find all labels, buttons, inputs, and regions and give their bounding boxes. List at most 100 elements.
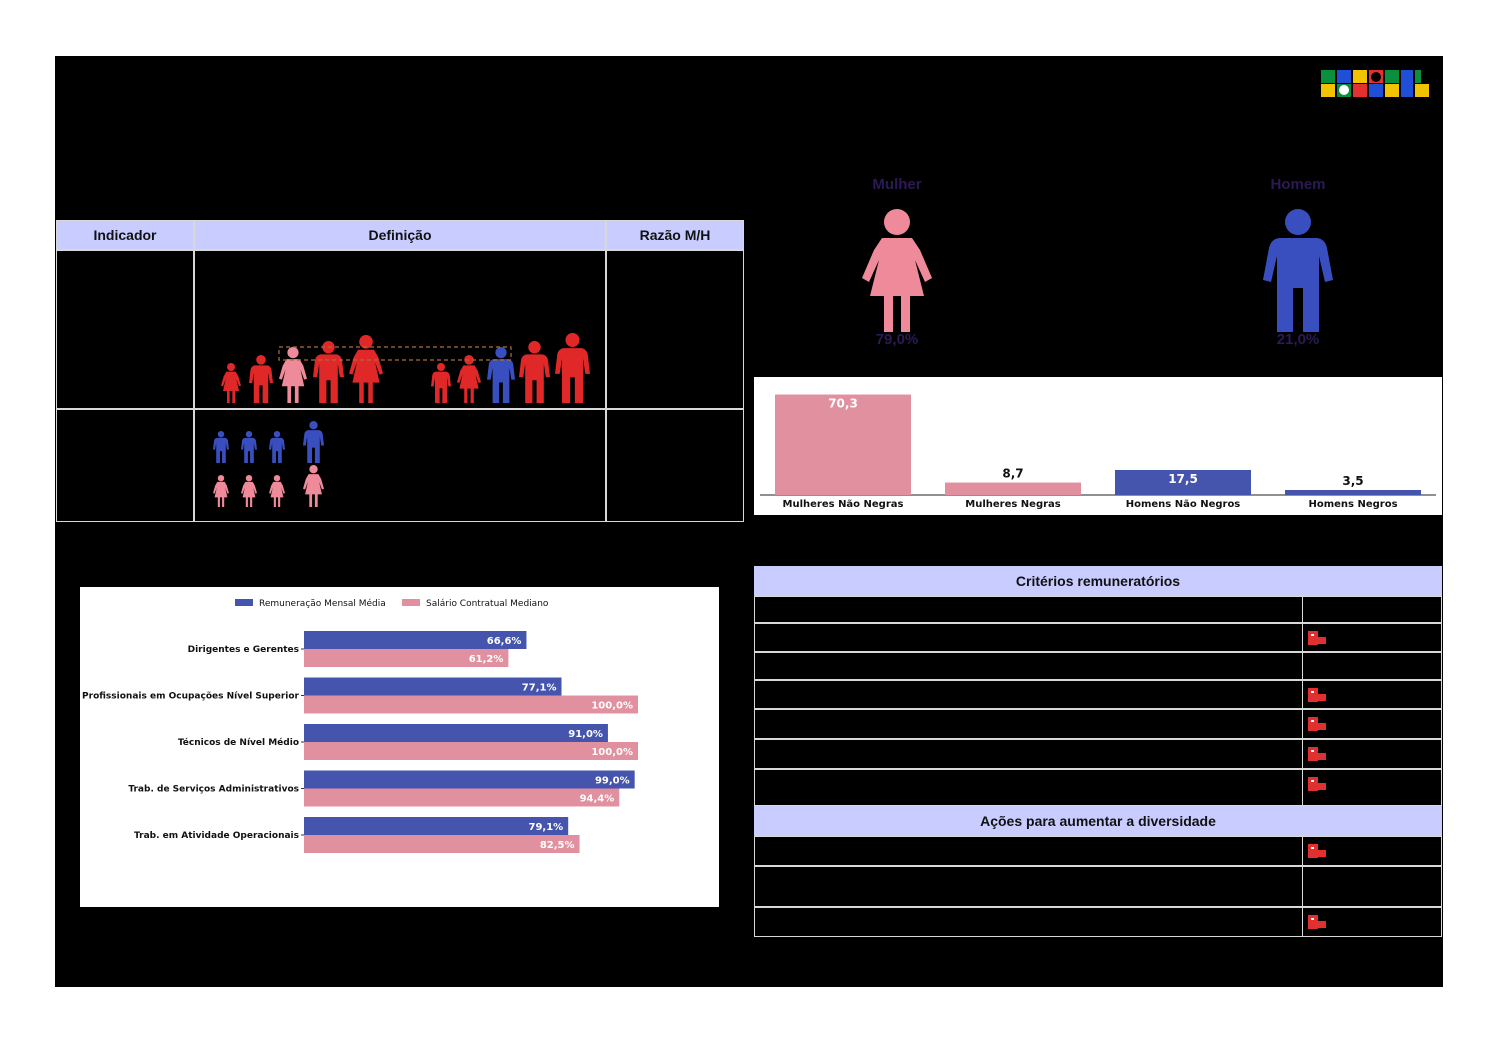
red-flag-icon	[1308, 915, 1326, 929]
brasil-logo	[1321, 70, 1429, 97]
bar	[775, 394, 911, 495]
bar	[304, 770, 635, 789]
race-gender-bar-chart-svg: 70,3 Mulheres Não Negras 8,7 Mulheres Negra…	[760, 394, 1436, 510]
red-flag-icon	[1308, 688, 1326, 702]
criteria-row	[754, 836, 1442, 866]
red-flag-icon	[1308, 631, 1326, 645]
person-icon	[349, 335, 383, 403]
person-icon	[431, 363, 451, 403]
criteria-status-cell	[1302, 709, 1443, 739]
female-percentage: 79,0%	[875, 331, 919, 348]
male-icon	[1263, 209, 1333, 332]
bar	[304, 817, 569, 835]
person-icon	[313, 341, 344, 403]
female-person-icon	[213, 475, 229, 507]
bar-value-label: 8,7	[1002, 467, 1023, 481]
red-flag-icon	[1308, 747, 1326, 761]
criteria-status-cell	[1302, 680, 1443, 709]
highlight-dashed-box	[278, 346, 512, 361]
red-flag-icon	[1308, 777, 1326, 791]
category-label: Homens Negros	[1308, 499, 1397, 510]
male-person-icon	[213, 431, 229, 463]
bar-value-label: 3,5	[1342, 474, 1363, 488]
female-label: Mulher	[872, 176, 922, 193]
male-person-icon	[303, 421, 324, 463]
people-groups-illustration	[213, 421, 324, 507]
bar-value-label: 99,0%	[595, 776, 630, 787]
bar-value-label: 70,3	[828, 397, 858, 411]
category-label: Trab. em Atividade Operacionais	[134, 831, 299, 841]
header-definicao: Definição	[194, 220, 606, 250]
bar	[304, 724, 608, 742]
criteria-status-cell	[1302, 836, 1443, 866]
report-page: Indicador Definição Razão M/H Mulher Hom…	[55, 56, 1443, 987]
female-person-icon	[241, 475, 257, 507]
criteria-row	[754, 866, 1442, 907]
occupation-remuneration-chart-svg: Remuneração Mensal Média Salário Contratu…	[82, 598, 638, 853]
criteria-row	[754, 769, 1442, 806]
bar-value-label: 82,5%	[540, 840, 575, 851]
person-icon	[519, 341, 550, 403]
bar-value-label: 91,0%	[568, 729, 603, 740]
criteria-status-cell	[1302, 866, 1443, 907]
bar	[304, 788, 620, 807]
row2-razao-cell	[606, 409, 744, 522]
male-label: Homem	[1270, 176, 1326, 193]
diversity-actions-header: Ações para aumentar a diversidade	[754, 806, 1442, 836]
criteria-row	[754, 907, 1442, 937]
row2-indicador-cell	[56, 409, 194, 522]
criteria-status-cell	[1302, 596, 1443, 623]
bar-value-label: 94,4%	[580, 794, 615, 805]
row2-definicao-cell	[194, 409, 606, 522]
category-label: Homens Não Negros	[1126, 499, 1241, 510]
person-icon	[221, 363, 241, 403]
category-label: Trab. de Serviços Administrativos	[128, 785, 299, 795]
criteria-status-cell	[1302, 769, 1443, 806]
bar-value-label: 77,1%	[522, 683, 557, 694]
criteria-row	[754, 623, 1442, 652]
category-label: Técnicos de Nível Médio	[178, 737, 299, 748]
bar	[304, 835, 580, 853]
bar-value-label: 17,5	[1168, 472, 1198, 486]
category-label: Mulheres Não Negras	[783, 499, 904, 510]
legend-label: Salário Contratual Mediano	[426, 599, 549, 609]
legend-swatch	[235, 599, 253, 606]
person-icon	[457, 355, 481, 403]
bar-value-label: 61,2%	[469, 654, 504, 665]
race-gender-bar-chart: 70,3 Mulheres Não Negras 8,7 Mulheres Negra…	[754, 377, 1442, 515]
row1-indicador-cell	[56, 250, 194, 409]
criteria-status-cell	[1302, 907, 1443, 937]
bar-value-label: 79,1%	[528, 822, 563, 833]
category-label: Dirigentes e Gerentes	[188, 645, 299, 655]
occupation-remuneration-chart: Remuneração Mensal Média Salário Contratu…	[80, 587, 719, 907]
red-flag-icon	[1308, 844, 1326, 858]
criteria-row	[754, 680, 1442, 709]
person-icon	[249, 355, 273, 403]
legend-label: Remuneração Mensal Média	[259, 598, 386, 609]
bar	[304, 631, 527, 649]
people-row-illustration	[221, 333, 590, 403]
bar	[304, 695, 638, 714]
criteria-row	[754, 709, 1442, 739]
bar-value-label: 100,0%	[591, 701, 633, 712]
bar-value-label: 100,0%	[591, 747, 633, 758]
criteria-row	[754, 739, 1442, 769]
person-icon	[487, 347, 515, 403]
bar	[1115, 469, 1251, 495]
header-razao: Razão M/H	[606, 220, 744, 250]
criteria-status-cell	[1302, 652, 1443, 680]
criteria-header: Critérios remuneratórios	[754, 566, 1442, 596]
legend-swatch	[402, 599, 420, 606]
bar-value-label: 66,6%	[487, 636, 522, 647]
bar	[304, 677, 562, 696]
red-flag-icon	[1308, 717, 1326, 731]
male-person-icon	[241, 431, 257, 463]
category-label: Mulheres Negras	[965, 499, 1061, 510]
female-icon	[862, 209, 932, 332]
row1-razao-cell	[606, 250, 744, 409]
bar	[304, 649, 509, 667]
criteria-row	[754, 652, 1442, 680]
row1-definicao-cell	[194, 250, 606, 409]
header-indicador: Indicador	[56, 220, 194, 250]
bar	[304, 742, 638, 760]
